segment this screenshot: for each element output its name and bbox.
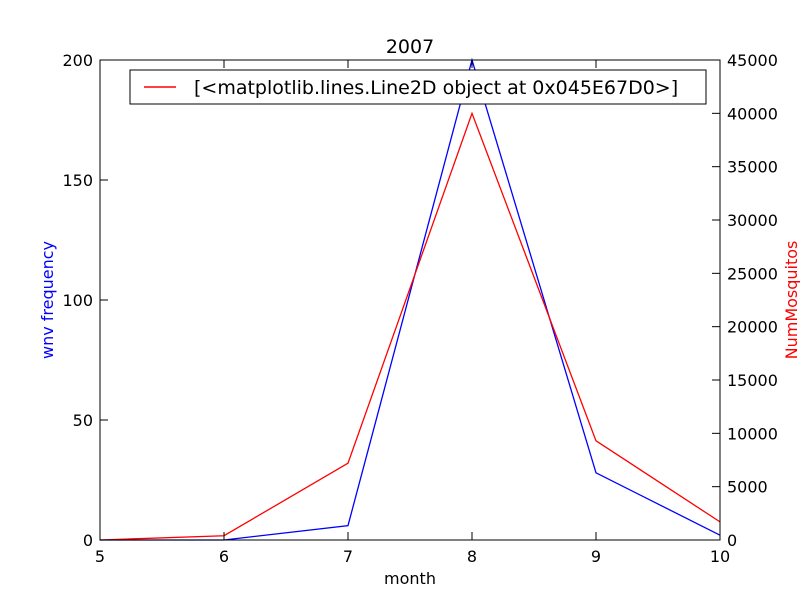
x-tick-label: 5 — [95, 547, 105, 566]
left-y-axis-label: wnv frequency — [38, 241, 57, 359]
plot-area — [100, 60, 720, 540]
right-y-tick-label: 45000 — [727, 51, 778, 70]
legend-entry-label: [<matplotlib.lines.Line2D object at 0x04… — [194, 77, 678, 99]
plot-frame — [99, 59, 721, 541]
right-y-tick-label: 20000 — [727, 318, 778, 337]
x-tick-label: 8 — [467, 547, 477, 566]
series-line-nummosquitos — [99, 111, 721, 541]
left-y-tick-label: 150 — [62, 171, 93, 190]
left-y-tick-label: 100 — [62, 291, 93, 310]
right-y-tick-label: 10000 — [727, 424, 778, 443]
left-y-tick-label: 0 — [83, 531, 93, 550]
right-y-tick-label: 40000 — [727, 104, 778, 123]
legend: [<matplotlib.lines.Line2D object at 0x04… — [129, 69, 707, 105]
ticks-layer: 5 6 7 8 9 10050100150200050001000015000200002… — [62, 51, 777, 566]
left-y-tick-label: 200 — [62, 51, 93, 70]
right-y-tick-label: 0 — [727, 531, 737, 550]
x-tick-label: 7 — [343, 547, 353, 566]
x-axis-label: month — [384, 569, 436, 588]
right-y-tick-label: 25000 — [727, 264, 778, 283]
right-y-tick-label: 15000 — [727, 371, 778, 390]
right-y-tick-label: 5000 — [727, 478, 768, 497]
right-y-axis-label: NumMosquitos — [782, 241, 800, 360]
x-tick-label: 10 — [710, 547, 730, 566]
x-tick-label: 9 — [591, 547, 601, 566]
x-tick-label: 6 — [219, 547, 229, 566]
left-y-tick-label: 50 — [73, 411, 93, 430]
right-y-tick-label: 30000 — [727, 211, 778, 230]
legend-box — [129, 69, 707, 105]
chart-title: 2007 — [386, 36, 434, 58]
right-y-tick-label: 35000 — [727, 158, 778, 177]
